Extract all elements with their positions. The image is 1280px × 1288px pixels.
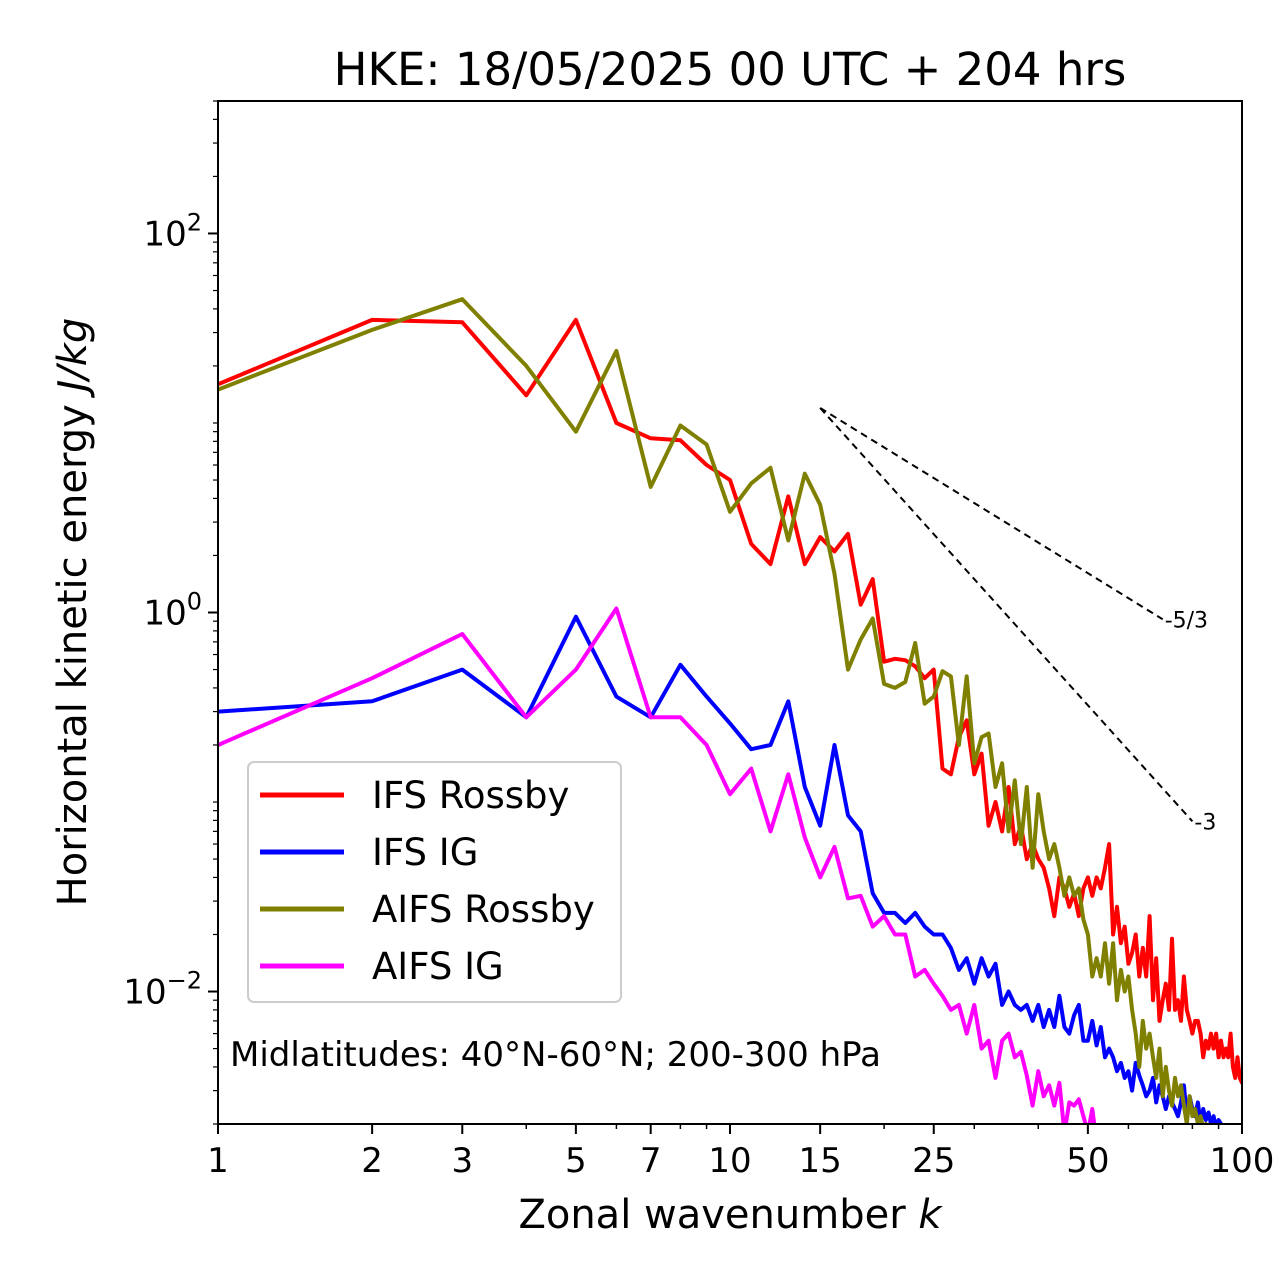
x-axis-label: Zonal wavenumber k <box>518 1192 943 1238</box>
y-axis-label: Horizontal kinetic energy J/kg <box>50 318 96 907</box>
plot-frame <box>217 100 1243 1125</box>
legend-box <box>247 761 622 1003</box>
legend-label: AIFS Rossby <box>372 888 595 931</box>
series-line-aifs-ig <box>218 606 1097 1124</box>
x-tick-label: 7 <box>640 1141 662 1181</box>
legend-label: IFS IG <box>372 831 478 874</box>
chart-title: HKE: 18/05/2025 00 UTC + 204 hrs <box>334 43 1127 96</box>
series-line-ifs-rossby <box>218 317 1242 1085</box>
reference-line <box>819 407 1164 621</box>
x-tick-label: 3 <box>451 1141 473 1181</box>
x-tick-label: 2 <box>361 1141 383 1181</box>
y-tick-label: 10−2 <box>123 967 202 1013</box>
series-line-aifs-rossby <box>218 297 1208 1124</box>
y-tick-label: 102 <box>143 208 202 254</box>
x-tick-label: 1 <box>207 1141 229 1181</box>
x-tick-label: 25 <box>912 1141 955 1181</box>
reference-slope-lines: -5/3 -3 <box>819 407 1216 835</box>
legend: IFS Rossby IFS IG AIFS Rossby AIFS IG <box>247 761 622 1003</box>
axis-ticks: 1 2 3 5 7 10 15 25 50 100 102 100 10−2 <box>123 100 1275 1181</box>
y-tick-label: 100 <box>143 588 202 634</box>
reference-line-label: -3 <box>1194 810 1216 835</box>
legend-label: IFS Rossby <box>372 774 569 817</box>
legend-label: AIFS IG <box>372 945 504 988</box>
x-tick-label: 5 <box>565 1141 587 1181</box>
region-annotation: Midlatitudes: 40°N-60°N; 200-300 hPa <box>230 1035 881 1075</box>
x-tick-label: 50 <box>1066 1141 1109 1181</box>
series-lines <box>218 297 1242 1124</box>
x-tick-label: 15 <box>799 1141 842 1181</box>
x-tick-label: 10 <box>708 1141 751 1181</box>
x-tick-label: 100 <box>1210 1141 1275 1181</box>
reference-line-label: -5/3 <box>1165 608 1208 633</box>
reference-line <box>819 407 1194 822</box>
